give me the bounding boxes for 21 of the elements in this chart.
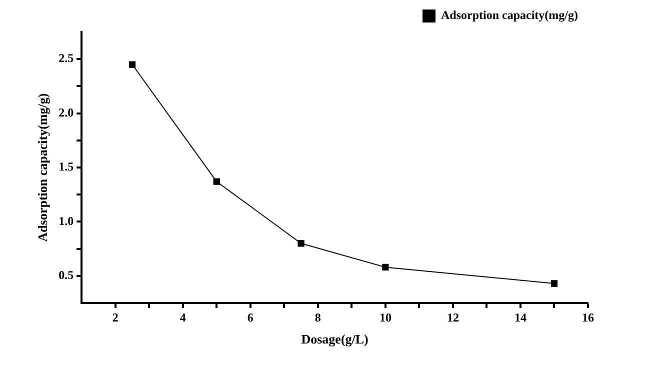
y-tick-label: 1.5	[58, 160, 74, 174]
y-axis-title: Adsorption capacity(mg/g)	[35, 93, 50, 242]
x-tick-label: 6	[247, 310, 254, 324]
y-tick-label: 2.0	[58, 105, 74, 120]
x-tick-label: 8	[314, 310, 321, 324]
point	[128, 61, 136, 68]
point	[550, 280, 558, 287]
x-tick-label: 16	[582, 310, 594, 324]
x-tick-label: 10	[379, 310, 392, 324]
x-tick-label: 12	[446, 310, 459, 324]
point	[298, 240, 304, 247]
y-tick-label: 0.5	[58, 268, 74, 282]
y-tick-label: 2.5	[58, 51, 74, 66]
point	[382, 264, 389, 271]
y-tick-label: 1.0	[58, 214, 74, 228]
x-tick-label: 4	[180, 310, 186, 324]
x-tick-label: 14	[514, 310, 526, 324]
x-tick-label: 2	[112, 310, 118, 324]
x-axis-title: Dosage(g/L)	[301, 332, 368, 347]
legend-label: Adsorption capacity(mg/g)	[441, 8, 578, 22]
point	[213, 178, 220, 185]
